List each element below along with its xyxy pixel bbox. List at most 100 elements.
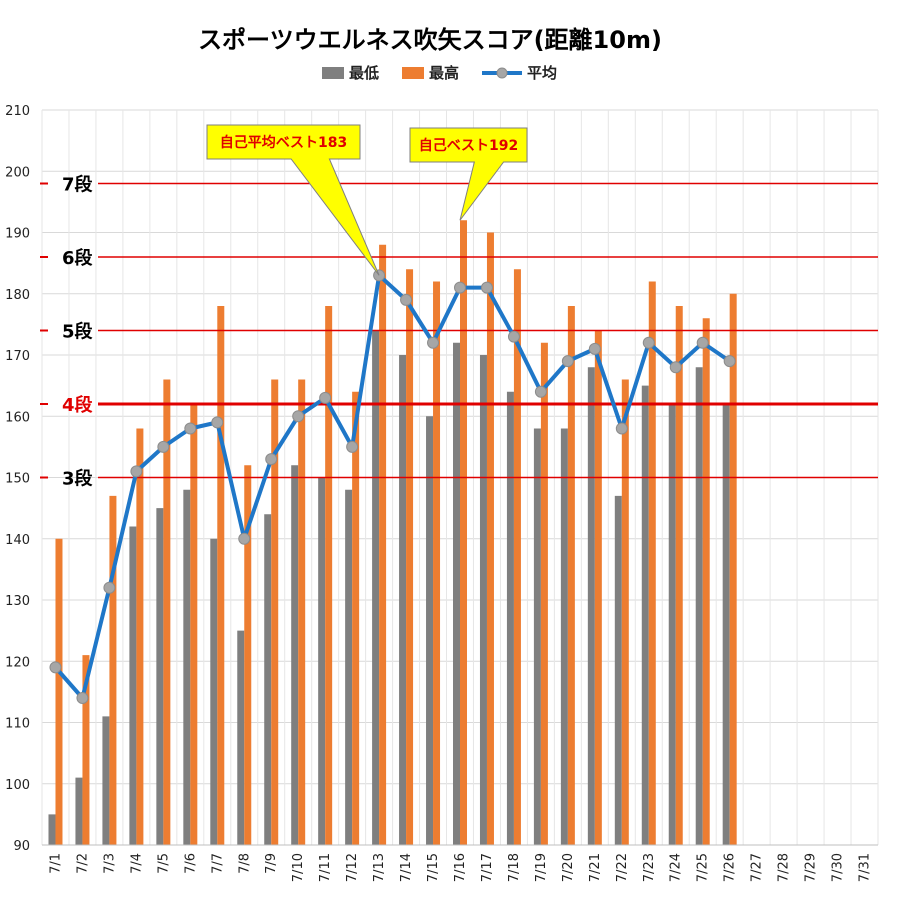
bar-max: [702, 318, 710, 845]
x-tick-label: 7/16: [453, 853, 468, 882]
bar-max: [433, 281, 441, 845]
level-label: 6段: [62, 247, 94, 269]
average-point: [400, 293, 413, 306]
x-tick-label: 7/21: [588, 853, 603, 882]
average-point: [454, 281, 466, 294]
x-tick-label: 7/19: [534, 853, 549, 882]
y-tick-label: 120: [5, 655, 30, 670]
x-tick-label: 7/3: [102, 853, 117, 874]
bar-max: [729, 293, 737, 845]
x-tick-label: 7/1: [48, 853, 63, 874]
bar-min: [156, 508, 164, 845]
average-point: [427, 336, 440, 349]
bar-min: [264, 514, 272, 845]
bar-min: [48, 814, 56, 845]
callout-box: [409, 127, 528, 221]
x-tick-label: 7/12: [345, 853, 360, 882]
average-point: [184, 422, 197, 435]
callout-text: 自己平均ベスト183: [220, 134, 348, 151]
callout-box: [206, 124, 380, 276]
x-tick-label: 7/27: [750, 853, 765, 882]
bar-max: [325, 306, 333, 845]
bar-max: [513, 269, 521, 845]
bar-max: [163, 379, 171, 845]
bar-max: [486, 232, 494, 845]
bar-max: [460, 220, 467, 845]
legend-swatch-max: [402, 67, 424, 79]
level-label: 5段: [62, 321, 94, 343]
callouts: 自己平均ベスト183 自己ベスト192: [206, 124, 528, 276]
bar-max: [217, 306, 225, 845]
bar-min: [506, 391, 514, 845]
average-point: [615, 422, 628, 435]
x-tick-label: 7/31: [858, 853, 873, 882]
y-tick-label: 130: [5, 594, 30, 609]
bar-min: [722, 404, 730, 845]
x-tick-label: 7/29: [804, 853, 819, 882]
average-point: [211, 416, 224, 429]
average-point: [507, 330, 520, 343]
bar-min: [641, 385, 649, 845]
x-tick-label: 7/30: [831, 853, 846, 882]
x-tick-label: 7/4: [129, 853, 144, 874]
y-tick-label: 200: [5, 165, 30, 180]
average-point: [157, 440, 170, 453]
bar-min: [183, 489, 191, 845]
bar-min: [399, 355, 407, 845]
bars: [48, 220, 737, 845]
x-tick-label: 7/24: [669, 853, 684, 882]
x-tick-label: 7/26: [723, 853, 738, 882]
y-tick-label: 190: [5, 227, 30, 242]
bar-max: [352, 391, 360, 845]
legend-label-avg: 平均: [527, 64, 557, 82]
bar-min: [453, 342, 460, 845]
bar-max: [648, 281, 656, 845]
bar-max: [244, 465, 252, 845]
bar-max: [675, 306, 683, 845]
level-label: 3段: [62, 468, 94, 490]
x-tick-label: 7/20: [561, 853, 576, 882]
x-tick-label: 7/8: [237, 853, 252, 874]
x-tick-label: 7/14: [399, 853, 414, 882]
x-tick-label: 7/23: [642, 853, 657, 882]
y-tick-label: 170: [5, 349, 30, 364]
x-tick-label: 7/11: [318, 853, 333, 882]
average-point: [561, 355, 574, 368]
bar-min: [237, 630, 245, 845]
x-tick-label: 7/7: [210, 853, 225, 874]
bar-min: [533, 428, 541, 845]
x-tick-label: 7/25: [696, 853, 711, 882]
average-line: [49, 269, 736, 704]
bar-min: [614, 495, 622, 845]
bar-min: [345, 489, 353, 845]
bar-max: [82, 655, 90, 845]
x-tick-label: 7/13: [372, 853, 387, 882]
x-tick-label: 7/2: [75, 853, 90, 874]
bar-min: [695, 367, 703, 845]
average-point: [534, 385, 547, 398]
bar-max: [594, 330, 602, 845]
x-tick-label: 7/9: [264, 853, 279, 874]
bar-max: [136, 428, 144, 845]
average-point: [49, 661, 62, 674]
bar-min: [102, 716, 110, 845]
y-tick-label: 100: [5, 778, 30, 793]
average-point: [265, 453, 278, 466]
bar-max: [567, 306, 575, 845]
bar-max: [379, 244, 387, 845]
y-axis: 90 100 110 120 130 140 150 160 170 180 190 200 210: [5, 104, 30, 854]
bar-min: [129, 526, 137, 845]
x-tick-label: 7/10: [291, 853, 306, 882]
x-tick-label: 7/17: [480, 853, 495, 882]
bar-max: [621, 379, 629, 845]
legend-marker-avg: [496, 67, 508, 79]
x-tick-label: 7/15: [426, 853, 441, 882]
average-point: [696, 336, 709, 349]
bar-max: [406, 269, 414, 845]
legend: 最低 最高 平均: [322, 64, 557, 82]
average-point: [319, 391, 332, 404]
bar-min: [668, 404, 676, 845]
x-tick-label: 7/5: [156, 853, 171, 874]
x-axis: 7/1 7/2 7/3 7/4 7/5 7/6 7/7 7/8 7/9 7/10 7/11 7/12 7…: [42, 844, 878, 882]
